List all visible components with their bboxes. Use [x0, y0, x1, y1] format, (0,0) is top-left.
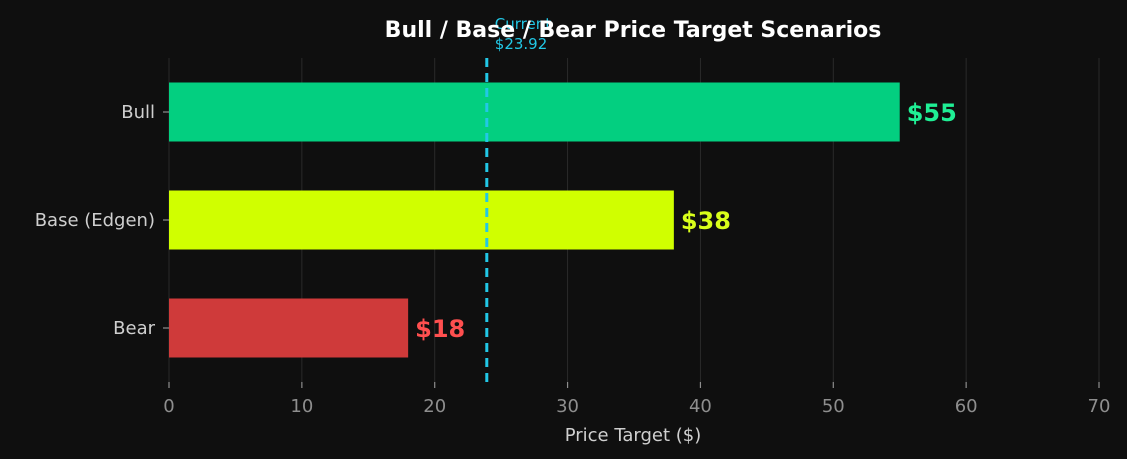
current-price-label: Current [495, 15, 551, 33]
reference-line-group: Current $23.92 [485, 15, 551, 382]
bars: $55 $38 $18 [169, 82, 957, 358]
x-tick-label: 40 [689, 396, 712, 417]
x-tick-label: 50 [822, 396, 845, 417]
bar-bull [169, 82, 900, 142]
category-label: Bear [113, 318, 155, 339]
chart-title: Bull / Base / Bear Price Target Scenario… [385, 18, 882, 43]
axes: 0 10 20 30 40 50 60 70 Bull Base (Edgen) Bear [35, 102, 1111, 417]
x-tick-label: 10 [290, 396, 313, 417]
bar-bear [169, 298, 409, 358]
category-label: Base (Edgen) [35, 210, 155, 231]
x-tick-label: 60 [955, 396, 978, 417]
value-label: $18 [415, 315, 465, 343]
x-tick-label: 70 [1088, 396, 1111, 417]
x-axis-title: Price Target ($) [565, 425, 702, 446]
current-price-value: $23.92 [495, 35, 548, 53]
value-label: $38 [681, 207, 731, 235]
bar-base-edgen [169, 190, 674, 250]
category-label: Bull [121, 102, 155, 123]
x-tick-label: 0 [163, 396, 174, 417]
x-tick-label: 30 [556, 396, 579, 417]
value-label: $55 [907, 99, 957, 127]
x-tick-label: 20 [423, 396, 446, 417]
